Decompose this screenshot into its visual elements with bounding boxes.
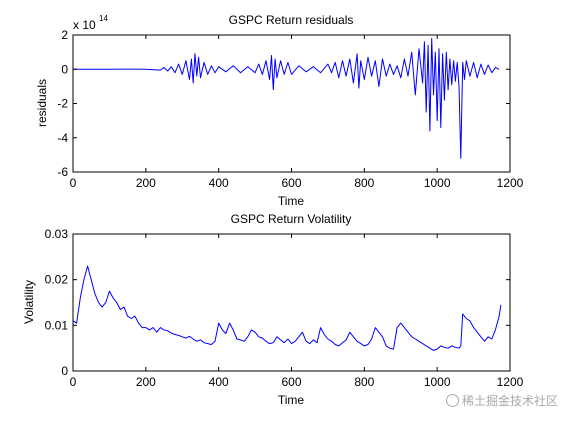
residuals-series-line [73, 37, 500, 159]
volatility-x-axis-label: Time [278, 393, 305, 407]
volatility-y-tick-label: 0 [61, 364, 68, 378]
volatility-series-line [72, 265, 502, 351]
residuals-x-tick-label: 800 [354, 176, 374, 190]
residuals-y-tick-label: -6 [57, 165, 68, 179]
residuals-series-group [73, 37, 500, 159]
residuals-x-tick-label: 200 [136, 176, 156, 190]
volatility-x-tick-label: 400 [209, 375, 229, 389]
watermark: 稀土掘金技术社区 [446, 392, 558, 409]
volatility-ticks: 0 200 400 600 800 1000 1200 0 0.01 0.02 0.03 [45, 227, 524, 389]
residuals-plot-area [72, 34, 511, 173]
residuals-x-tick-label: 1000 [424, 176, 451, 190]
watermark-text: 稀土掘金技术社区 [462, 394, 559, 408]
residuals-x-axis-label: Time [278, 194, 305, 208]
residuals-x-tick-label: 1200 [497, 176, 524, 190]
volatility-x-tick-label: 1200 [497, 375, 524, 389]
volatility-y-tick-label: 0.02 [45, 273, 69, 287]
volatility-y-tick-label: 0.03 [45, 227, 69, 241]
residuals-x-tick-label: 400 [209, 176, 229, 190]
volatility-plot-area [72, 233, 511, 372]
wechat-icon [446, 394, 459, 407]
residuals-exponent-power: 14 [99, 14, 108, 23]
volatility-x-tick-label: 1000 [424, 375, 451, 389]
volatility-x-tick-label: 200 [136, 375, 156, 389]
residuals-chart-title: GSPC Return residuals [229, 13, 354, 27]
residuals-x-tick-label: 0 [70, 176, 77, 190]
residuals-y-tick-label: 2 [61, 28, 68, 42]
volatility-series-group [72, 265, 502, 351]
residuals-x-tick-label: 600 [281, 176, 301, 190]
volatility-chart-title: GSPC Return Volatility [231, 212, 352, 226]
residuals-y-axis-label: residuals [35, 79, 49, 127]
residuals-y-tick-label: 0 [61, 62, 68, 76]
residuals-y-tick-label: -4 [57, 131, 68, 145]
volatility-x-tick-label: 800 [354, 375, 374, 389]
residuals-exponent-prefix: x 10 [73, 18, 96, 32]
residuals-y-tick-label: -2 [57, 97, 68, 111]
residuals-ticks: 0 200 400 600 800 1000 1200 -6 -4 -2 0 2 [57, 28, 523, 190]
volatility-chart: GSPC Return Volatility 0 200 400 600 800 1000… [22, 212, 524, 407]
volatility-y-axis-label: Volatility [22, 280, 36, 324]
volatility-x-tick-label: 0 [70, 375, 77, 389]
residuals-chart: GSPC Return residuals x 10 14 0 200 400 600… [35, 13, 524, 208]
volatility-x-tick-label: 600 [281, 375, 301, 389]
volatility-y-tick-label: 0.01 [45, 318, 69, 332]
